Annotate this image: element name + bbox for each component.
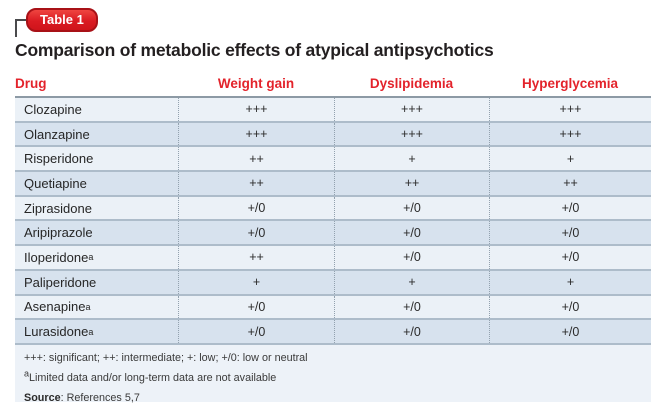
column-header-drug: Drug [15,75,47,91]
source-note: Source: References 5,7 [24,391,642,404]
legend-note: +++: significant; ++: intermediate; +: l… [24,351,308,364]
hyperglycemia-value-cell: +/0 [489,246,651,269]
table-row: Ziprasidone +/0 +/0 +/0 [15,196,651,222]
weight-gain-value-cell: +/0 [178,221,334,245]
source-label: Source [24,391,61,404]
dyslipidemia-value-cell: +/0 [334,295,489,319]
hyperglycemia-value-cell: +++ [489,98,651,121]
drug-name-cell: Olanzapine [24,126,90,142]
hyperglycemia-value-cell: +/0 [489,295,651,319]
table-row: Olanzapine +++ +++ +++ [15,122,651,148]
hyperglycemia-value-cell: +/0 [489,320,651,343]
table-footnotes: +++: significant; ++: intermediate; +: l… [15,344,651,404]
drug-name-cell: Ziprasidone [24,200,92,216]
column-header-hyperglycemia: Hyperglycemia [521,75,619,91]
table-row: Iloperidone a ++ +/0 +/0 [15,246,651,271]
metabolic-effects-table: Drug Weight gain Dyslipidemia Hyperglyce… [15,71,651,404]
table-body: Clozapine +++ +++ +++ Olanzapine +++ +++ +++ Ris… [15,98,651,345]
hyperglycemia-value-cell: + [489,147,651,171]
weight-gain-value-cell: +/0 [178,196,334,220]
dyslipidemia-value-cell: + [334,147,489,171]
drug-name-cell: Aripiprazole [24,225,93,241]
drug-name-cell: Iloperidone a [24,249,94,265]
dyslipidemia-value-cell: +/0 [334,246,489,269]
weight-gain-value-cell: +++ [178,122,334,146]
hyperglycemia-value-cell: +++ [489,122,651,146]
dyslipidemia-value-cell: +/0 [334,196,489,220]
weight-gain-value-cell: ++ [178,172,334,195]
table-row: Quetiapine ++ ++ ++ [15,172,651,197]
table-title: Comparison of metabolic effects of atypi… [15,40,494,60]
dyslipidemia-value-cell: +++ [334,122,489,146]
weight-gain-value-cell: +/0 [178,295,334,319]
dyslipidemia-value-cell: +/0 [334,221,489,245]
table-header-row: Drug Weight gain Dyslipidemia Hyperglyce… [15,71,651,98]
weight-gain-value-cell: ++ [178,147,334,171]
hyperglycemia-value-cell: ++ [489,172,651,195]
weight-gain-value-cell: ++ [178,246,334,269]
table-row: Asenapine a +/0 +/0 +/0 [15,295,651,321]
dyslipidemia-value-cell: ++ [334,172,489,195]
drug-name-cell: Asenapine a [24,299,91,315]
table-row: Risperidone ++ + + [15,147,651,173]
callout-bracket [15,19,33,37]
drug-name-cell: Quetiapine [24,175,87,191]
table-row: Aripiprazole +/0 +/0 +/0 [15,221,651,247]
drug-name-cell: Lurasidone a [24,324,94,340]
weight-gain-value-cell: +/0 [178,320,334,343]
weight-gain-value-cell: +++ [178,98,334,121]
drug-name-cell: Clozapine [24,101,82,117]
dyslipidemia-value-cell: +++ [334,98,489,121]
limited-data-text: Limited data and/or long-term data are n… [29,371,277,384]
drug-name-cell: Risperidone [24,151,94,167]
column-header-weight-gain: Weight gain [217,75,295,91]
weight-gain-value-cell: + [178,270,334,294]
dyslipidemia-value-cell: + [334,270,489,294]
hyperglycemia-value-cell: +/0 [489,196,651,220]
drug-name-cell: Paliperidone [24,274,97,290]
limited-data-note: aLimited data and/or long-term data are … [24,369,642,384]
column-header-dyslipidemia: Dyslipidemia [369,75,454,91]
hyperglycemia-value-cell: + [489,270,651,294]
table-number-badge: Table 1 [26,8,98,32]
dyslipidemia-value-cell: +/0 [334,320,489,343]
hyperglycemia-value-cell: +/0 [489,221,651,245]
table-row: Lurasidone a +/0 +/0 +/0 [15,320,651,345]
source-text: : References 5,7 [60,391,140,404]
footnote-marker: a [24,368,30,379]
table-row: Clozapine +++ +++ +++ [15,98,651,123]
table-row: Paliperidone + + + [15,270,651,296]
